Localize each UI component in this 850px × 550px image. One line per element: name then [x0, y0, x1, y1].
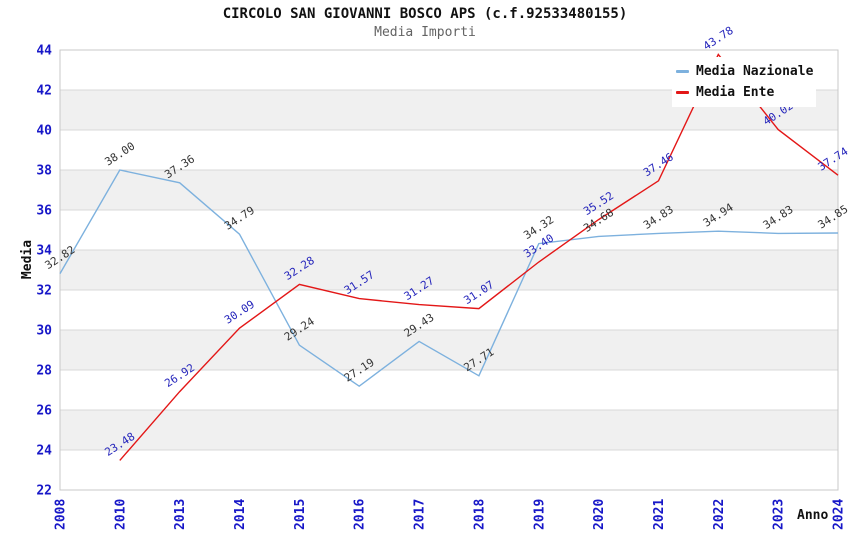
y-tick-label: 28 — [36, 364, 52, 379]
legend-item-media-ente: Media Ente — [676, 85, 816, 100]
legend-swatch-ente-icon — [676, 90, 689, 94]
x-tick-label: 2010 — [113, 499, 128, 530]
y-tick-label: 42 — [36, 84, 52, 99]
y-tick-label: 44 — [36, 44, 52, 59]
point-value-label: 30.09 — [222, 298, 257, 327]
x-tick-label: 2015 — [293, 499, 308, 530]
legend-label-nazionale: Media Nazionale — [696, 64, 814, 80]
plot-band — [60, 330, 838, 370]
x-tick-label: 2014 — [233, 499, 248, 530]
x-tick-label: 2017 — [413, 499, 428, 530]
chart-title: CIRCOLO SAN GIOVANNI BOSCO APS (c.f.9253… — [222, 6, 628, 22]
plot-band — [60, 170, 838, 210]
x-axis-title: Anno — [797, 508, 829, 523]
x-tick-label: 2008 — [54, 499, 69, 530]
plot-border — [59, 49, 839, 491]
x-tick-label: 2021 — [652, 499, 667, 530]
y-axis-title: Media — [20, 239, 36, 280]
x-tick-label: 2013 — [173, 499, 188, 530]
chart-subtitle: Media Importi — [374, 25, 476, 40]
x-tick-label: 2023 — [772, 499, 787, 530]
y-tick-label: 40 — [36, 124, 52, 139]
series-line-media-ente — [119, 53, 839, 461]
y-tick-label: 32 — [36, 284, 52, 299]
legend-label-ente: Media Ente — [696, 84, 775, 100]
point-value-label: 38.00 — [102, 140, 137, 169]
x-tick-label: 2022 — [712, 499, 727, 530]
x-tick-label: 2020 — [592, 499, 607, 530]
plot-band — [60, 410, 838, 450]
point-value-label: 43.78 — [701, 24, 736, 53]
x-tick-label: 2018 — [472, 499, 487, 530]
y-tick-label: 36 — [36, 204, 52, 219]
x-tick-label: 2019 — [532, 499, 547, 530]
y-tick-label: 22 — [36, 484, 52, 499]
point-value-label: 37.74 — [816, 145, 850, 174]
y-tick-label: 30 — [36, 324, 52, 339]
legend-swatch-nazionale-icon — [676, 70, 689, 74]
y-tick-label: 34 — [36, 244, 52, 259]
x-tick-label: 2024 — [832, 499, 847, 530]
y-tick-label: 24 — [36, 444, 52, 459]
legend-item-media-nazionale: Media Nazionale — [676, 64, 816, 79]
y-tick-label: 26 — [36, 404, 52, 419]
y-tick-label: 38 — [36, 164, 52, 179]
x-tick-label: 2016 — [353, 499, 368, 530]
legend: Media Nazionale Media Ente — [672, 57, 816, 107]
plot-band — [60, 250, 838, 290]
series-line-media-nazionale — [59, 169, 839, 388]
